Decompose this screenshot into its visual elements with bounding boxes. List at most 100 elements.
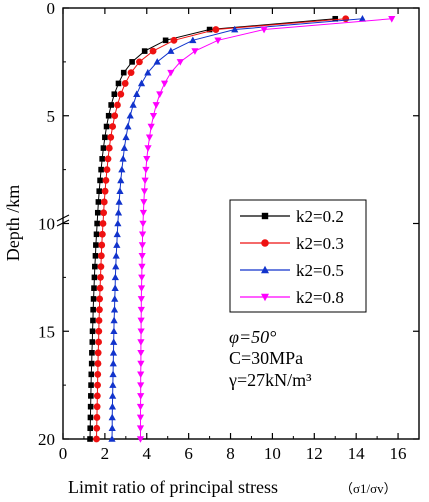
data-point [104,155,112,163]
data-point [260,26,268,34]
data-point [136,414,145,422]
data-point [144,68,152,76]
data-point [118,165,126,173]
data-point [388,15,396,23]
x-tick-label: 14 [348,444,366,463]
data-point [90,296,97,302]
data-point [94,381,101,389]
data-point [140,199,148,206]
data-point [111,112,119,120]
legend-entry: k2=0.2 [240,207,344,226]
data-point [108,435,116,442]
data-point [97,252,105,260]
data-point [93,403,101,411]
y-axis-title: Depth /km [3,185,23,262]
data-point [93,231,100,238]
data-point [127,69,135,77]
data-point [126,111,134,119]
data-point [214,37,222,45]
legend-label: k2=0.8 [296,288,344,307]
data-point [111,273,119,281]
data-point [149,47,157,55]
data-point [98,241,106,249]
data-point [152,102,160,109]
data-point [112,262,120,270]
data-point [113,230,121,238]
data-point [95,317,103,324]
data-point [89,328,96,335]
data-point [144,145,152,152]
data-point [138,253,146,260]
data-point [108,402,117,410]
data-point [116,187,124,194]
x-axis-title: Limit ratio of principal stress [68,477,278,497]
data-point [109,381,117,388]
data-point [114,219,122,227]
series-k2=0.8 [136,15,396,443]
data-point [137,360,145,368]
data-point [105,112,112,119]
legend-entry: k2=0.3 [240,234,344,253]
data-point [162,37,169,44]
data-point [102,134,108,141]
data-point [115,80,122,87]
data-point [138,242,146,249]
data-point [93,435,100,443]
data-point [92,263,98,270]
data-point [133,90,141,97]
x-tick-label: 16 [390,444,407,463]
data-point [139,209,148,217]
y-tick-label: 15 [38,322,55,341]
data-point [117,90,125,98]
data-point [100,209,108,217]
data-point [139,220,147,228]
data-point [90,306,96,313]
legend-box [229,199,367,313]
data-point [95,338,102,346]
data-point [189,36,197,44]
data-point [111,284,119,291]
data-point [137,306,145,314]
data-point [137,285,146,292]
y-tick-label: 5 [47,107,56,126]
y-tick-label: 20 [38,430,55,449]
data-point [94,220,100,227]
data-point [120,144,128,151]
series-line [139,18,392,439]
data-point [110,316,118,324]
data-point [101,187,109,195]
data-point [137,317,145,325]
data-point [105,144,113,152]
data-point [107,133,115,141]
data-point [98,166,104,173]
data-point [145,134,154,142]
data-point [138,263,146,271]
data-point [108,102,114,108]
x-tick-label: 6 [184,444,193,463]
data-point [143,156,151,163]
data-point [137,350,145,357]
data-point [358,14,367,22]
data-point [136,425,145,433]
data-point [110,338,118,345]
data-point [88,393,94,399]
data-point [167,69,175,77]
series-line [111,18,363,440]
data-point [167,47,175,54]
data-point [110,305,119,313]
data-point [117,176,125,184]
series-group [87,14,396,443]
data-point [103,123,110,130]
data-point [156,91,164,98]
annotation-friction-angle: φ=50° [229,327,276,347]
data-point [96,306,103,314]
data-point [95,199,102,205]
axis-break-mark [56,214,70,227]
data-point [176,59,184,66]
data-point [93,424,101,432]
series-k2=0.2 [87,15,339,442]
data-point [142,166,150,174]
data-point [95,327,103,335]
y-tick-label: 0 [47,0,56,18]
